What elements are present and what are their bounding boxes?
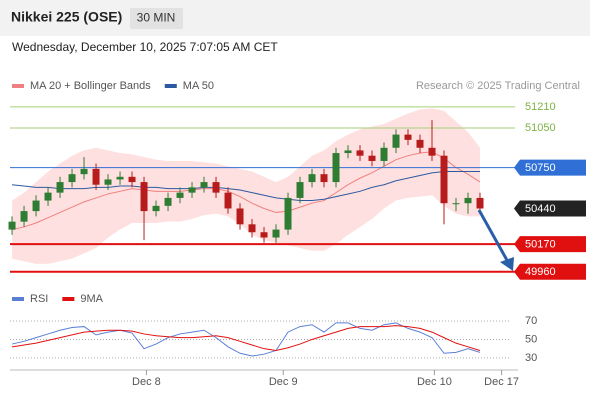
candle-body (128, 176, 136, 183)
level-label: 50170 (525, 239, 556, 251)
candle-body (188, 187, 196, 193)
candle-body (164, 197, 172, 206)
candle-body (380, 147, 388, 161)
candle-body (20, 211, 28, 222)
level-label: 49960 (525, 266, 556, 278)
candle-body (284, 197, 292, 230)
candle-body (464, 197, 472, 204)
y-tick-label: 50 (525, 333, 537, 345)
x-tick-label: Dec 17 (484, 376, 519, 388)
candle-body (272, 229, 280, 238)
ma20-line (11, 151, 481, 231)
bollinger-band (12, 108, 481, 264)
candle-body (8, 221, 16, 230)
candle-body (116, 176, 124, 180)
candle-body (260, 232, 268, 238)
candle-body (56, 182, 64, 193)
candle-body (428, 147, 436, 156)
candle-body (212, 182, 220, 193)
candle-body (236, 208, 244, 225)
level-tag (514, 200, 586, 217)
x-tick-label: Dec 9 (269, 376, 298, 388)
interval-label: 30 MIN (137, 11, 176, 25)
candle-body (416, 139, 424, 148)
level-label: 50440 (525, 203, 556, 215)
candle-body (356, 150, 364, 156)
candle-body (296, 182, 304, 198)
y-tick-label: 30 (525, 352, 537, 364)
level-tag (514, 263, 586, 280)
legend-label: MA 20 + Bollinger Bands (30, 80, 151, 92)
forecast-arrow (477, 209, 514, 271)
datetime: Wednesday, December 10, 2025 7:07:05 AM … (12, 40, 278, 54)
y-tick-label: 70 (525, 315, 537, 327)
header-bar (0, 0, 590, 36)
legend-swatch (12, 297, 24, 301)
candle-body (152, 205, 160, 212)
legend-label: RSI (30, 293, 48, 305)
ma50-line (11, 171, 481, 202)
candle-body (224, 192, 232, 209)
legend-label: 9MA (80, 293, 103, 305)
candle-body (200, 182, 208, 188)
rsi-line (11, 325, 481, 352)
level-label: 51050 (525, 122, 556, 134)
legend-swatch (62, 297, 75, 301)
candle-body (176, 192, 184, 198)
x-tick-label: Dec 10 (417, 376, 452, 388)
legend-swatch (12, 84, 24, 88)
level-label: 51210 (525, 101, 556, 113)
title: Nikkei 225 (OSE) (11, 9, 122, 25)
candle-body (320, 174, 328, 183)
candle-body (44, 192, 52, 201)
candle-body (440, 155, 448, 204)
level-tag (514, 236, 586, 253)
candle-body (332, 153, 340, 183)
candle-body (308, 174, 316, 183)
candle-body (392, 134, 400, 148)
interval-button[interactable] (130, 8, 183, 29)
candle-body (92, 168, 100, 185)
candle-body (248, 224, 256, 233)
source: Research © 2025 Trading Central (416, 80, 580, 92)
candle-body (140, 182, 148, 212)
candle-body (452, 203, 460, 205)
legend-label: MA 50 (183, 80, 214, 92)
candle-body (404, 134, 412, 140)
candle-body (104, 179, 112, 185)
level-label: 50750 (525, 162, 556, 174)
candle-body (68, 174, 76, 183)
candle-body (32, 200, 40, 212)
candle-body (80, 168, 88, 175)
legend-swatch (164, 84, 177, 88)
candle-body (476, 197, 484, 209)
candle-body (344, 150, 352, 154)
candle-body (368, 155, 376, 161)
level-tag (514, 159, 586, 176)
x-tick-label: Dec 8 (132, 376, 161, 388)
